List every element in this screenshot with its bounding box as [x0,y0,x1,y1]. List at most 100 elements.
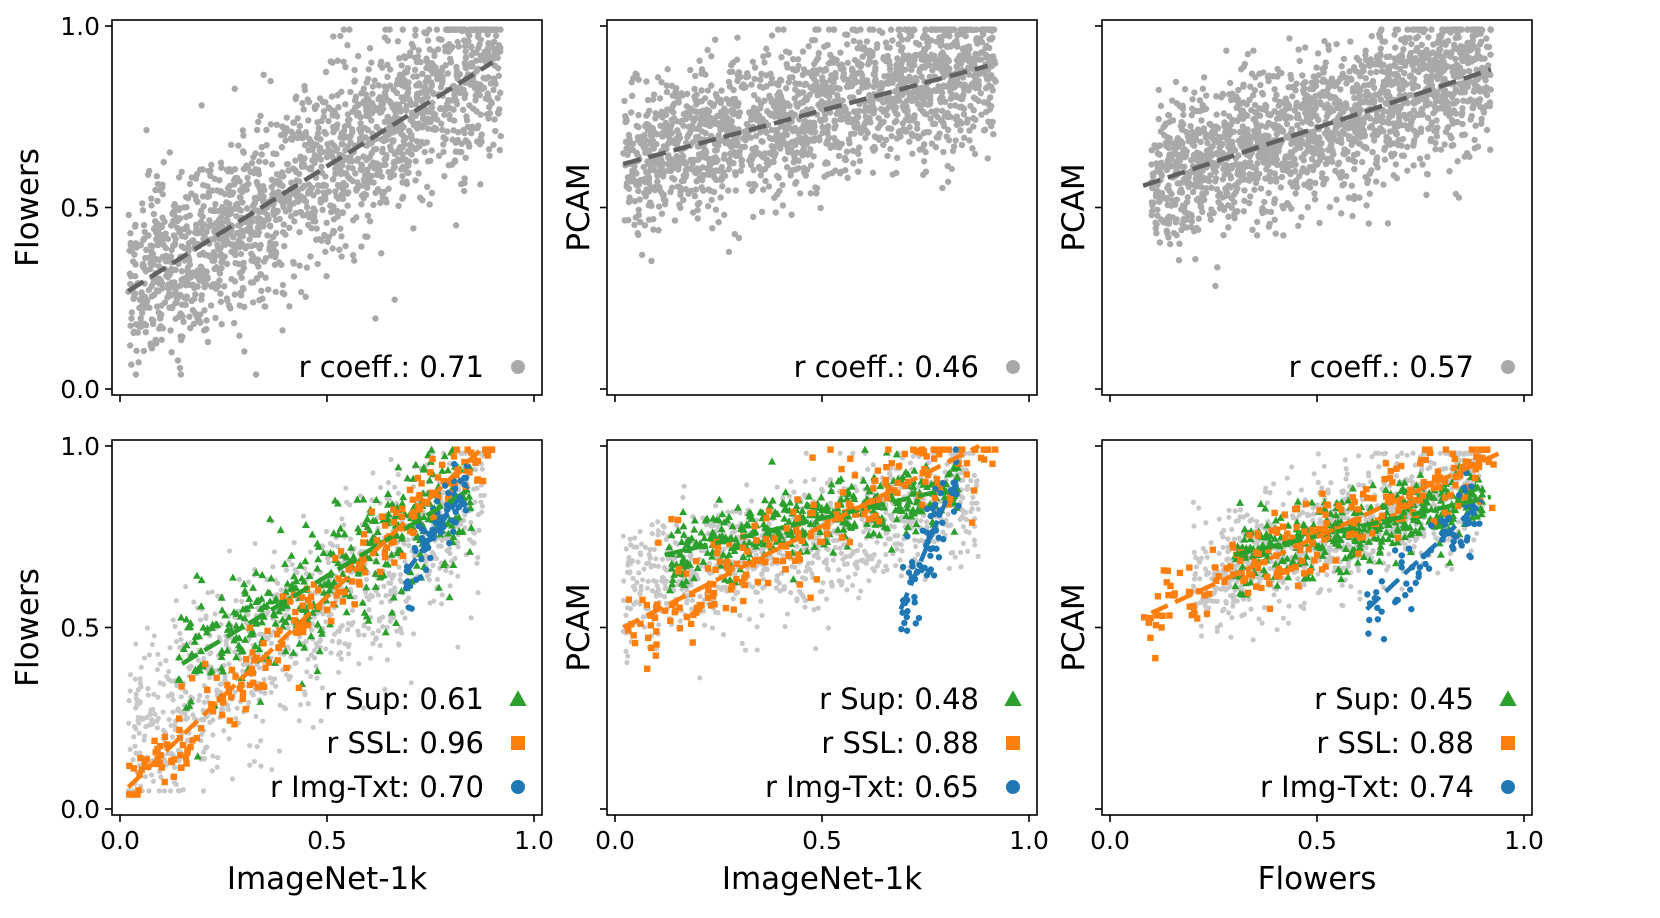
series-1-point [1410,162,1417,169]
series-1-point [695,199,703,207]
scatter-points [620,26,999,265]
series-1-point [869,26,877,33]
series-1-point [952,137,959,144]
series-1-point [1472,31,1479,39]
series-1-point [841,154,849,162]
series-1-point [694,108,702,116]
series-1-point [837,170,844,177]
series-1-point [204,338,212,346]
series-1-point [1293,114,1301,121]
series-1-point [148,195,155,202]
series-1-point [1321,130,1329,137]
series-1-point [265,286,272,293]
series-1-point [803,141,810,148]
series-1-point [1412,35,1420,42]
series-1-point [438,120,445,127]
series-1-point [494,94,501,102]
series-1-point [1324,159,1331,166]
series-1-point [273,121,280,128]
series-1-point [708,167,715,174]
series-1-point [254,256,262,263]
series-1-point [1155,115,1162,123]
series-1-point [941,83,949,90]
series-1-point [358,201,365,208]
series-1-point [314,119,321,126]
series-1-point [819,129,826,137]
series-1-point [485,39,492,47]
series-1-point [182,225,189,233]
series-1-point [654,74,662,81]
series-1-point [456,148,463,156]
series-1-point [947,95,955,102]
series-1-point [266,222,274,229]
series-1-point [450,82,458,90]
series-1-point [701,154,709,161]
series-1-point [176,364,184,372]
series-1-point [746,180,753,188]
series-1-point [1371,117,1379,125]
series-1-point [735,234,743,242]
series-1-point [825,134,833,141]
series-1-point [179,333,186,340]
series-1-point [429,89,436,96]
series-1-point [708,53,715,60]
series-1-point [728,150,735,158]
series-1-point [197,220,204,227]
series-1-point [869,94,876,101]
series-1-point [989,118,996,126]
series-1-point [384,61,391,69]
series-1-point [199,181,207,189]
series-1-point [958,57,966,65]
series-1-point [968,60,976,67]
series-1-point [900,52,908,59]
series-1-point [184,194,192,202]
series-1-point [1384,220,1392,227]
series-1-point [278,143,286,151]
series-1-point [405,169,412,176]
series-1-point [253,126,261,134]
series-1-point [164,274,171,281]
series-1-point [1247,83,1254,90]
series-1-point [843,41,851,48]
series-1-point [1416,155,1424,162]
series-1-point [906,138,913,145]
series-1-point [468,123,476,130]
series-1-point [1343,80,1350,87]
series-1-point [643,78,650,85]
series-1-point [720,155,728,162]
series-1-point [1234,185,1241,192]
series-1-point [495,41,503,49]
series-1-point [382,196,389,203]
series-1-point [440,148,447,156]
series-1-point [471,84,479,92]
series-1-point [895,26,902,33]
series-1-point [211,228,218,235]
series-1-point [232,201,240,209]
series-1-point [1286,105,1293,112]
series-1-point [691,192,699,200]
series-1-point [937,117,945,124]
series-1-point [460,187,468,195]
series-1-point [251,241,259,249]
series-1-point [889,171,896,178]
scatter-points [1142,26,1495,290]
series-1-point [960,111,968,118]
series-1-point [178,168,185,176]
series-1-point [844,112,851,119]
series-1-point [1392,161,1400,168]
series-1-point [332,188,339,195]
series-1-point [955,94,962,101]
series-1-point [276,181,283,189]
series-1-point [789,55,797,63]
series-1-point [887,26,895,33]
series-1-point [831,98,838,105]
series-1-point [197,263,205,270]
series-1-point [415,80,423,87]
series-1-point [1158,189,1166,197]
series-1-point [286,202,294,209]
series-1-point [461,59,469,67]
series-1-point [988,62,996,70]
series-1-point [1391,31,1398,38]
series-1-point [822,101,829,108]
series-1-point [1454,158,1461,165]
